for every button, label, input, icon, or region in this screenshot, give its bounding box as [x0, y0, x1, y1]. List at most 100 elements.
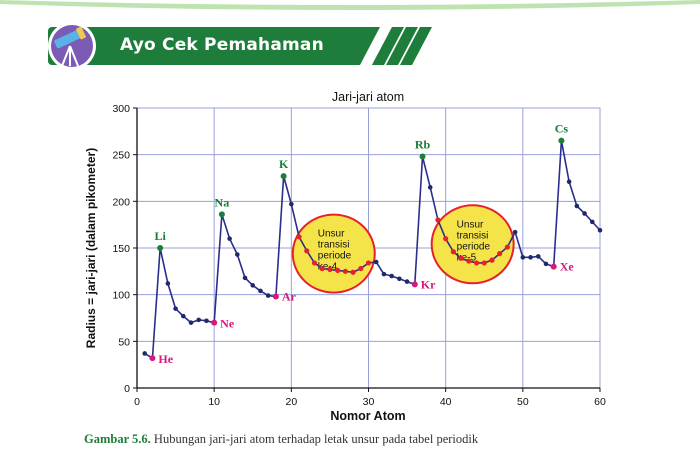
element-label-kr: Kr [421, 277, 436, 291]
telescope-icon [48, 22, 96, 70]
data-point-noble-gas [149, 355, 156, 362]
element-label-rb: Rb [415, 138, 431, 152]
element-label-li: Li [154, 229, 166, 243]
x-tick-label: 0 [134, 396, 140, 408]
x-axis-label: Nomor Atom [330, 409, 405, 423]
data-point [574, 203, 580, 209]
annotation-text: transisi [318, 240, 350, 251]
data-point [389, 273, 394, 279]
data-point-noble-gas [272, 293, 279, 300]
element-label-ar: Ar [282, 290, 297, 304]
data-point [188, 320, 194, 325]
data-point-transition [335, 267, 341, 273]
data-point [381, 271, 387, 277]
annotation-text: ke-4 [318, 262, 338, 273]
data-point [242, 275, 248, 281]
element-label-ne: Ne [220, 317, 235, 331]
data-point [528, 255, 533, 260]
data-point-alkali [419, 153, 426, 160]
annotation-text: Unsur [457, 219, 484, 230]
element-label-he: He [158, 352, 173, 366]
data-point-transition [443, 236, 449, 242]
y-tick-label: 0 [124, 383, 130, 395]
data-point-transition [473, 260, 480, 266]
caption-figure-number: Gambar 5.6. [84, 432, 151, 446]
y-tick-label: 250 [112, 150, 130, 162]
y-tick-label: 300 [112, 103, 130, 115]
element-label-xe: Xe [560, 260, 575, 274]
data-point-transition [350, 269, 356, 275]
annotation-text: transisi [457, 230, 489, 241]
data-point-noble-gas [211, 319, 218, 326]
element-label-cs: Cs [555, 122, 569, 136]
data-point [235, 252, 240, 257]
data-point-transition [450, 249, 456, 255]
data-point [142, 351, 148, 356]
data-point [373, 259, 379, 265]
y-axis-label: Radius = jari-jari (dalam pikometer) [84, 148, 98, 348]
x-tick-label: 50 [517, 396, 529, 408]
data-point-alkali [157, 245, 164, 251]
x-tick-label: 40 [440, 396, 452, 408]
data-point-transition [319, 265, 325, 272]
annotation-text: Unsur [318, 229, 345, 240]
data-point [597, 227, 603, 233]
data-point-transition [358, 265, 364, 272]
y-tick-label: 100 [112, 290, 130, 302]
y-tick-label: 50 [118, 336, 130, 348]
data-point [250, 283, 256, 288]
x-tick-label: 10 [208, 396, 220, 408]
section-banner [48, 22, 432, 70]
data-point [512, 229, 518, 235]
data-point-alkali [218, 211, 225, 218]
data-point-transition [458, 255, 464, 261]
banner-title: Ayo Cek Pemahaman [120, 35, 324, 55]
data-point-transition [342, 268, 348, 274]
figure-caption: Gambar 5.6. Hubungan jari-jari atom terh… [84, 432, 478, 447]
x-tick-label: 30 [363, 396, 375, 408]
annotation-text: periode [457, 241, 491, 252]
data-point-transition [365, 260, 372, 266]
data-point-transition [466, 258, 472, 264]
data-point-noble-gas [550, 263, 557, 270]
data-point [520, 255, 526, 260]
data-point [404, 279, 410, 284]
data-point [397, 276, 402, 282]
data-point-alkali [558, 137, 565, 144]
data-point-transition [327, 266, 333, 273]
element-label-na: Na [215, 195, 230, 209]
data-point [427, 185, 433, 190]
data-point-transition [497, 251, 503, 257]
caption-text: Hubungan jari-jari atom terhadap letak u… [150, 432, 479, 446]
data-point [289, 201, 294, 207]
data-point [204, 318, 209, 324]
element-label-k: K [279, 157, 289, 171]
data-point [181, 313, 186, 319]
top-decoration [0, 0, 700, 10]
y-tick-label: 200 [112, 196, 130, 208]
data-point [582, 211, 587, 216]
data-point [566, 179, 572, 185]
data-point-transition [504, 244, 510, 250]
chart-title: Jari-jari atom [332, 90, 404, 104]
data-point [258, 288, 263, 294]
data-point-transition [296, 234, 302, 240]
data-point-noble-gas [411, 281, 418, 288]
data-point [227, 236, 232, 241]
data-point-transition [304, 248, 310, 254]
data-point-transition [311, 260, 318, 266]
data-point [173, 306, 178, 311]
data-point-alkali [280, 173, 287, 180]
data-point-transition [435, 217, 441, 223]
annotation-ellipse [430, 204, 515, 285]
y-tick-label: 150 [112, 243, 130, 255]
annotation-text: ke-5 [457, 252, 477, 263]
data-point [535, 254, 541, 259]
data-point [165, 281, 171, 286]
x-tick-label: 60 [594, 396, 606, 408]
data-point [265, 293, 271, 298]
data-point [543, 261, 549, 267]
data-point [196, 317, 202, 323]
x-tick-label: 20 [285, 396, 297, 408]
